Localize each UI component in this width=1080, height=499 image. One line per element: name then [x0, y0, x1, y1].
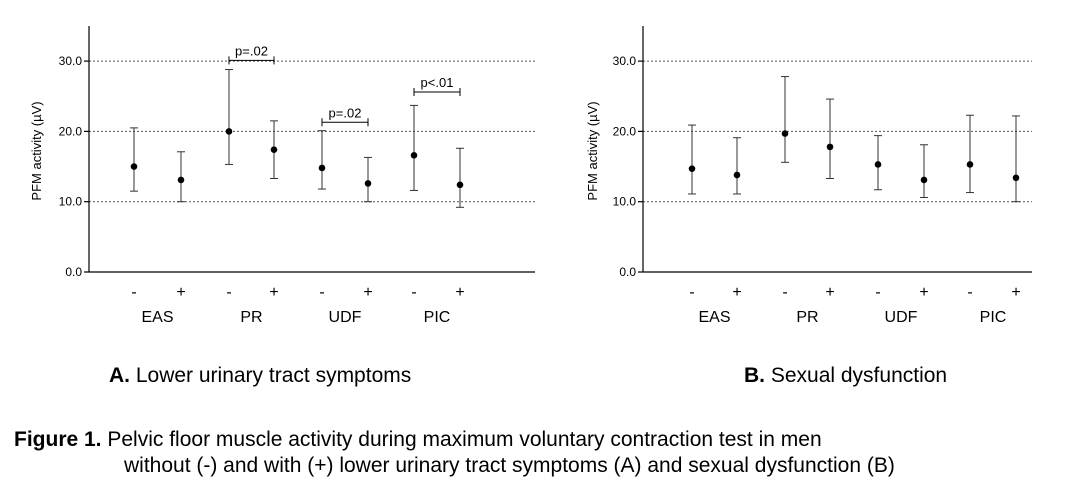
panel-a-mean-point	[225, 128, 233, 135]
figure-caption-label: Figure 1.	[14, 428, 102, 451]
figure-caption-line-1: Figure 1. Pelvic floor muscle activity d…	[14, 428, 822, 452]
panel-b-mean-point	[733, 171, 741, 179]
panel-a-condition-label: +	[269, 284, 278, 301]
panel-a-group-label: PR	[240, 309, 262, 326]
panel-a-mean-point	[177, 176, 185, 184]
panel-b-condition-label: +	[732, 284, 741, 301]
panel-a-significance-label: p=.02	[235, 43, 268, 58]
panel-a-label-letter: A.	[109, 364, 130, 387]
panel-b-condition-label: +	[825, 284, 834, 301]
panel-a-group-label: PIC	[424, 309, 451, 326]
figure-caption-line-2: without (-) and with (+) lower urinary t…	[124, 454, 895, 478]
panel-a-group-label: UDF	[329, 309, 362, 326]
panel-a-label-text: Lower urinary tract symptoms	[130, 364, 412, 387]
panel-b-condition-label: +	[1011, 284, 1020, 301]
panel-a-mean-point	[130, 163, 138, 170]
panel-a-mean-point	[410, 152, 418, 159]
panel-a-y-tick-label: 20.0	[59, 124, 83, 138]
panel-b-condition-label: -	[875, 284, 880, 301]
panel-b-y-axis-label: PFM activity (µV)	[585, 101, 600, 200]
panel-b-condition-label: -	[967, 284, 972, 301]
panel-a-y-tick-label: 10.0	[59, 195, 83, 209]
panel-a-mean-point	[364, 180, 372, 187]
panel-b-mean-point	[1012, 174, 1020, 182]
panel-b-group-label: EAS	[698, 309, 730, 326]
panel-a-condition-label: -	[411, 284, 416, 301]
panel-b-mean-point	[781, 130, 789, 137]
panel-b-group-label: PIC	[980, 309, 1007, 326]
panel-a-mean-point	[270, 146, 278, 153]
panel-a-y-tick-label: 30.0	[59, 54, 83, 68]
panel-b-condition-label: -	[782, 284, 787, 301]
panel-a-condition-label: +	[455, 284, 464, 301]
panel-a-label: A. Lower urinary tract symptoms	[109, 364, 411, 388]
panel-b-mean-point	[874, 161, 882, 168]
panel-a-condition-label: -	[226, 284, 231, 301]
panel-b-condition-label: -	[689, 284, 694, 301]
panel-a-mean-point	[456, 181, 464, 189]
panel-a-group-label: EAS	[141, 309, 173, 326]
panel-a-condition-label: +	[176, 284, 185, 301]
panel-b-y-tick-label: 10.0	[613, 195, 637, 209]
panel-a-significance-label: p<.01	[421, 75, 454, 90]
panel-b-y-tick-label: 0.0	[619, 265, 636, 279]
panel-a-condition-label: -	[319, 284, 324, 301]
figure-caption-text-2: without (-) and with (+) lower urinary t…	[124, 454, 895, 477]
panel-b-mean-point	[826, 143, 834, 151]
panel-b-label: B. Sexual dysfunction	[744, 364, 947, 388]
panel-b-mean-point	[688, 165, 696, 172]
panel-b-y-tick-label: 20.0	[613, 124, 637, 138]
panel-a-significance-label: p=.02	[329, 105, 362, 120]
panel-b-group-label: PR	[796, 309, 818, 326]
panel-b-group-label: UDF	[885, 309, 918, 326]
panel-a-y-tick-label: 0.0	[65, 265, 82, 279]
panel-b-mean-point	[920, 176, 928, 184]
panel-a-condition-label: +	[363, 284, 372, 301]
panel-a-y-axis-label: PFM activity (µV)	[29, 101, 44, 200]
panel-a-condition-label: -	[131, 284, 136, 301]
panel-b-mean-point	[966, 161, 974, 168]
panel-b-condition-label: +	[919, 284, 928, 301]
figure-caption-text-1: Pelvic floor muscle activity during maxi…	[101, 428, 822, 451]
panel-a-mean-point	[318, 164, 326, 172]
panel-b-label-text: Sexual dysfunction	[765, 364, 948, 387]
panel-b-y-tick-label: 30.0	[613, 54, 637, 68]
panel-b-label-letter: B.	[744, 364, 765, 387]
